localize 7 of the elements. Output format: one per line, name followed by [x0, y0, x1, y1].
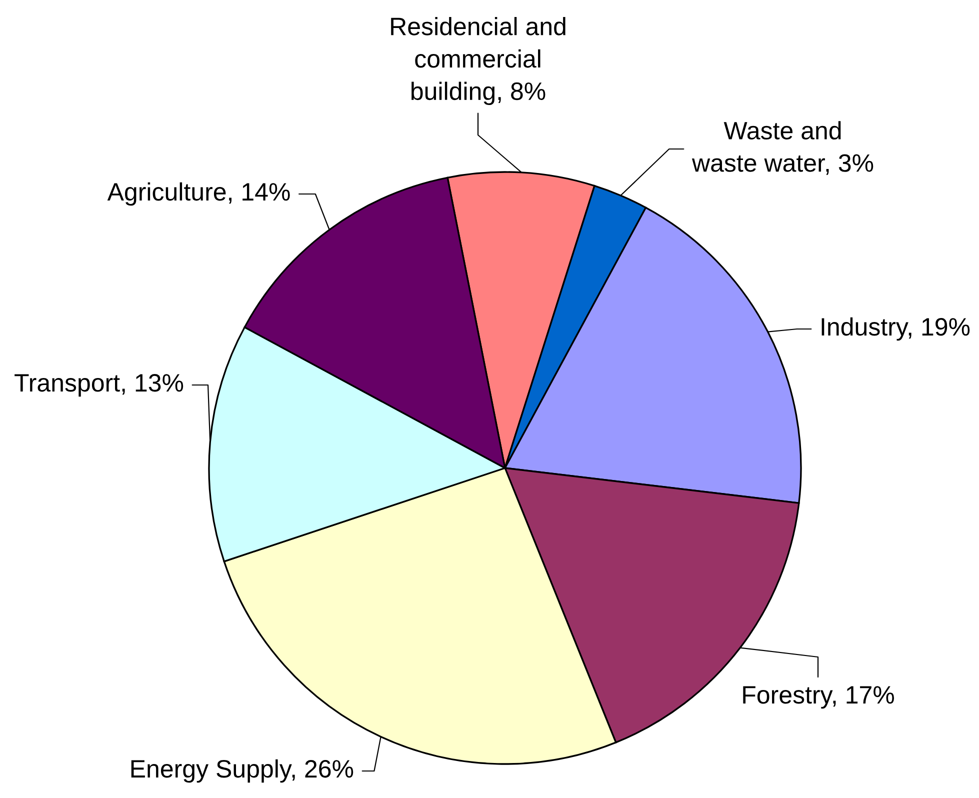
- slice-label: Energy Supply, 26%: [131, 759, 354, 783]
- slice-label: Waste and waste water, 3%: [692, 121, 874, 175]
- slice-label: Transport, 13%: [14, 374, 184, 397]
- slice-label: Residencial and commercial building, 8%: [391, 16, 566, 106]
- slice-label: Agriculture, 14%: [107, 182, 290, 206]
- slice-label: Forestry, 17%: [743, 686, 894, 709]
- slice-label: Industry, 19%: [822, 317, 970, 341]
